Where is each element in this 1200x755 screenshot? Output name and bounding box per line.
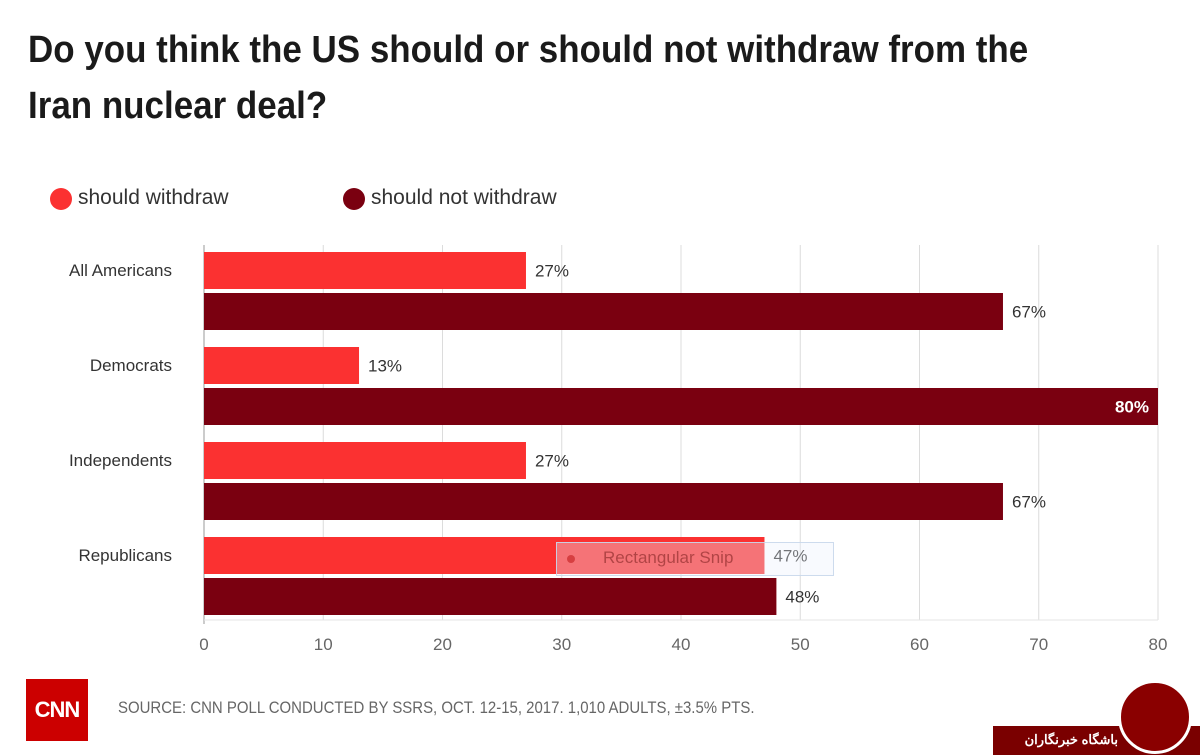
bar-should-withdraw-independents [204,442,526,479]
data-label-should-withdraw-democrats: 13% [368,357,402,376]
data-label-should-not-withdraw-all-americans: 67% [1012,303,1046,322]
legend-swatch-should-withdraw [50,188,72,210]
data-label-should-not-withdraw-republicans: 48% [785,588,819,607]
x-tick-label-0: 0 [199,635,208,654]
legend-swatch-should-not-withdraw [343,188,365,210]
category-label-independents: Independents [69,451,172,470]
watermark-text: باشگاه خبرنگاران [1024,732,1118,747]
category-label-republicans: Republicans [78,546,172,565]
bar-should-withdraw-all-americans [204,252,526,289]
bar-should-withdraw-democrats [204,347,360,384]
legend-label-should-not-withdraw: should not withdraw [371,186,557,209]
watermark-emblem-icon [1118,680,1192,754]
category-label-all-americans: All Americans [69,261,172,280]
bar-should-withdraw-republicans [204,537,765,574]
data-label-should-not-withdraw-democrats: 80% [1115,398,1149,417]
x-tick-label-60: 60 [910,635,929,654]
rectangular-snip-overlay: Rectangular Snip [556,542,834,576]
x-tick-label-30: 30 [552,635,571,654]
data-label-should-withdraw-all-americans: 27% [535,262,569,281]
x-tick-label-10: 10 [314,635,333,654]
bar-chart: 0 10 20 30 40 50 60 70 80 All Americans 27% 67% Demo… [69,245,1168,654]
bar-should-not-withdraw-republicans [204,578,777,615]
data-label-should-not-withdraw-independents: 67% [1012,493,1046,512]
snip-label: Rectangular Snip [603,548,734,567]
data-label-should-withdraw-republicans: 47% [773,547,807,566]
bar-should-not-withdraw-democrats [204,388,1158,425]
x-tick-label-80: 80 [1149,635,1168,654]
x-tick-label-70: 70 [1029,635,1048,654]
watermark-logo: باشگاه خبرنگاران [993,676,1200,755]
source-note: SOURCE: CNN POLL CONDUCTED BY SSRS, OCT.… [118,698,755,717]
bar-should-not-withdraw-all-americans [204,293,1003,330]
bar-should-not-withdraw-independents [204,483,1003,520]
chart-title: Do you think the US should or should not… [28,29,1029,127]
cnn-logo: CNN [26,679,88,741]
x-tick-label-40: 40 [672,635,691,654]
data-label-should-withdraw-independents: 27% [535,452,569,471]
record-dot-icon [567,555,575,563]
x-tick-label-20: 20 [433,635,452,654]
legend-label-should-withdraw: should withdraw [78,186,229,209]
category-label-democrats: Democrats [90,356,172,375]
x-tick-label-50: 50 [791,635,810,654]
